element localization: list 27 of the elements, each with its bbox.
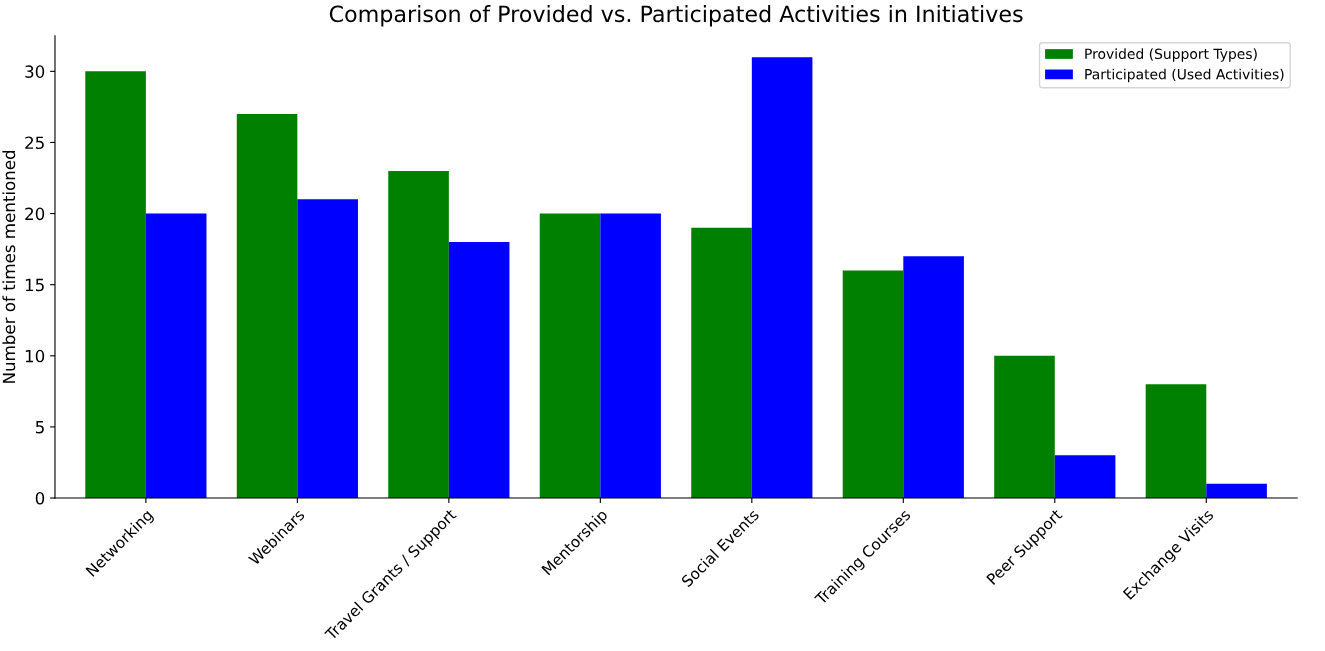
bar xyxy=(236,114,298,499)
bar xyxy=(842,270,904,499)
y-tick-label: 5 xyxy=(35,421,44,434)
bar xyxy=(1145,384,1207,499)
y-tick-label: 20 xyxy=(25,207,45,221)
bar xyxy=(1206,483,1267,499)
bar xyxy=(600,213,661,499)
bar xyxy=(297,199,358,499)
y-tick-label: 10 xyxy=(25,349,45,363)
y-axis-title: Number of times mentioned xyxy=(2,150,16,383)
bar xyxy=(145,213,207,499)
chart-title: Comparison of Provided vs. Participated Activities in Initiatives xyxy=(329,5,1023,27)
y-tick-label: 30 xyxy=(25,65,45,78)
bar xyxy=(751,57,813,499)
bar xyxy=(691,227,752,499)
bar xyxy=(1054,455,1116,499)
y-tick-label: 15 xyxy=(25,278,44,292)
y-tick-label: 25 xyxy=(25,136,44,150)
y-tick-label: 0 xyxy=(35,491,45,505)
bar xyxy=(388,170,449,499)
legend-label: Participated (Used Activities) xyxy=(1085,68,1284,83)
legend-label: Provided (Support Types) xyxy=(1085,48,1257,62)
bar xyxy=(994,355,1055,499)
bar xyxy=(903,256,964,499)
bar xyxy=(448,242,510,499)
bar xyxy=(85,71,146,499)
bar xyxy=(539,213,601,499)
